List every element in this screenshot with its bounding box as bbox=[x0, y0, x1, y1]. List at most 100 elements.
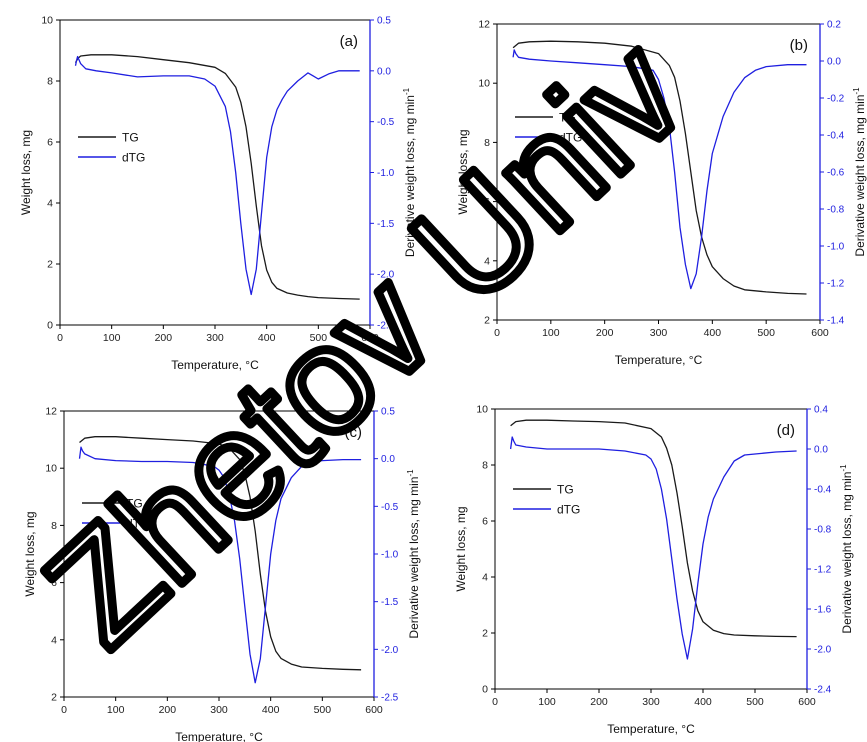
y-axis-label: Weight loss, mg bbox=[23, 511, 37, 596]
y2-tick-label: -0.5 bbox=[377, 117, 395, 128]
x-tick-label: 0 bbox=[492, 696, 498, 708]
y2-tick-label: 0.4 bbox=[814, 405, 828, 416]
y2-tick-label: -1.0 bbox=[827, 242, 845, 253]
legend-label-tg: TG bbox=[559, 111, 576, 125]
y2-axis-label: Derivative weight loss, mg min-1 bbox=[852, 87, 867, 257]
y-axis-label: Weight loss, mg bbox=[454, 506, 468, 591]
x-tick-label: 200 bbox=[159, 704, 177, 716]
y-tick-label: 2 bbox=[482, 628, 488, 640]
x-tick-label: 400 bbox=[262, 704, 280, 716]
x-tick-label: 400 bbox=[694, 696, 712, 708]
y-tick-label: 4 bbox=[51, 634, 57, 646]
y-tick-label: 12 bbox=[478, 19, 490, 31]
y2-tick-label: -2.0 bbox=[377, 270, 395, 281]
chart-panel-3: 0 100 200 300 400 500 600 2 4 6 8 10 12 -2.5 -2.0 -1.5 -… bbox=[23, 406, 421, 742]
y-tick-label: 10 bbox=[478, 78, 490, 90]
x-tick-label: 500 bbox=[314, 704, 332, 716]
y2-tick-label: 0.2 bbox=[827, 20, 841, 31]
y2-tick-label: -2.4 bbox=[814, 685, 832, 696]
y2-tick-label: -1.2 bbox=[827, 279, 845, 290]
y-tick-label: 8 bbox=[484, 137, 490, 149]
y2-tick-label: 0.5 bbox=[377, 16, 391, 27]
y2-tick-label: -0.2 bbox=[827, 94, 845, 105]
y2-tick-label: 0.5 bbox=[381, 407, 395, 418]
y2-tick-label: -0.4 bbox=[814, 485, 832, 496]
y-tick-label: 0 bbox=[482, 684, 488, 696]
x-tick-label: 600 bbox=[798, 696, 816, 708]
series-line-dtg bbox=[512, 49, 807, 290]
y-tick-label: 2 bbox=[484, 315, 490, 327]
panel-label: (a) bbox=[340, 33, 358, 50]
y2-tick-label: -1.5 bbox=[377, 219, 395, 230]
legend-label-tg: TG bbox=[126, 497, 143, 511]
y-tick-label: 8 bbox=[51, 520, 57, 532]
y-tick-label: 0 bbox=[47, 320, 53, 332]
x-tick-label: 600 bbox=[361, 332, 379, 344]
plot-frame bbox=[496, 23, 821, 321]
y-tick-label: 4 bbox=[47, 198, 53, 210]
y2-tick-label: -1.0 bbox=[377, 168, 395, 179]
y2-tick-label: -1.5 bbox=[381, 597, 399, 608]
x-tick-label: 300 bbox=[210, 704, 228, 716]
plot-frame bbox=[63, 410, 375, 698]
legend-label-dtg: dTG bbox=[559, 131, 582, 145]
series-line-tg bbox=[510, 419, 797, 638]
series-line-dtg bbox=[74, 55, 360, 296]
y2-tick-label: -0.6 bbox=[827, 168, 845, 179]
y-tick-label: 6 bbox=[51, 577, 57, 589]
x-tick-label: 600 bbox=[365, 704, 383, 716]
y-tick-label: 4 bbox=[484, 255, 490, 267]
y2-tick-label: 0.0 bbox=[814, 445, 828, 456]
x-tick-label: 200 bbox=[155, 332, 173, 344]
y2-tick-label: -2.0 bbox=[381, 645, 399, 656]
chart-panel-1: 0 100 200 300 400 500 600 0 2 4 6 8 10 -2.5 -2.0 -1.5 -1… bbox=[19, 15, 417, 373]
x-tick-label: 0 bbox=[494, 327, 500, 339]
legend-label-tg: TG bbox=[557, 483, 574, 497]
x-axis-label: Temperature, °C bbox=[171, 358, 259, 372]
y2-tick-label: -0.5 bbox=[381, 502, 399, 513]
x-tick-label: 200 bbox=[590, 696, 608, 708]
x-tick-label: 500 bbox=[310, 332, 328, 344]
legend-label-dtg: dTG bbox=[557, 503, 580, 517]
y2-tick-label: -1.6 bbox=[814, 605, 832, 616]
x-tick-label: 600 bbox=[811, 327, 829, 339]
y2-tick-label: -0.8 bbox=[827, 205, 845, 216]
legend-label-dtg: dTG bbox=[126, 517, 149, 531]
series-line-tg bbox=[79, 436, 362, 671]
y-tick-label: 6 bbox=[484, 196, 490, 208]
x-axis-label: Temperature, °C bbox=[175, 730, 263, 742]
y-tick-label: 2 bbox=[51, 692, 57, 704]
chart-panel-4: 0 100 200 300 400 500 600 0 2 4 6 8 10 -2.4 -2.0 -1.6 -1… bbox=[454, 404, 854, 737]
x-axis-label: Temperature, °C bbox=[615, 353, 703, 367]
series-line-dtg bbox=[509, 436, 797, 660]
panel-label: (b) bbox=[790, 37, 808, 54]
x-tick-label: 0 bbox=[61, 704, 67, 716]
y2-tick-label: -2.5 bbox=[377, 321, 395, 332]
y-tick-label: 10 bbox=[45, 463, 57, 475]
y2-tick-label: 0.0 bbox=[381, 454, 395, 465]
legend-label-tg: TG bbox=[122, 131, 139, 145]
panel-label: (c) bbox=[345, 424, 363, 441]
x-tick-label: 500 bbox=[746, 696, 764, 708]
plot-frame bbox=[59, 19, 371, 326]
x-tick-label: 500 bbox=[757, 327, 775, 339]
y2-axis-label-sup: -1 bbox=[852, 87, 861, 95]
y-axis-label: Weight loss, mg bbox=[456, 129, 470, 214]
y2-tick-label: -1.0 bbox=[381, 550, 399, 561]
y2-axis-label: Derivative weight loss, mg min-1 bbox=[406, 469, 421, 639]
x-tick-label: 300 bbox=[650, 327, 668, 339]
x-tick-label: 400 bbox=[258, 332, 276, 344]
series-line-tg bbox=[74, 54, 360, 300]
chart-panel-2: 0 100 200 300 400 500 600 2 4 6 8 10 12 -1.4 -1.2 -1.0 -… bbox=[456, 19, 867, 368]
y2-tick-label: -1.2 bbox=[814, 565, 832, 576]
y2-tick-label: 0.0 bbox=[827, 57, 841, 68]
x-tick-label: 100 bbox=[542, 327, 560, 339]
y-tick-label: 8 bbox=[482, 460, 488, 472]
y-tick-label: 12 bbox=[45, 406, 57, 418]
y-tick-label: 2 bbox=[47, 259, 53, 271]
x-tick-label: 0 bbox=[57, 332, 63, 344]
y-tick-label: 8 bbox=[47, 76, 53, 88]
series-line-dtg bbox=[78, 446, 362, 684]
x-axis-label: Temperature, °C bbox=[607, 722, 695, 736]
y-axis-label: Weight loss, mg bbox=[19, 130, 33, 215]
